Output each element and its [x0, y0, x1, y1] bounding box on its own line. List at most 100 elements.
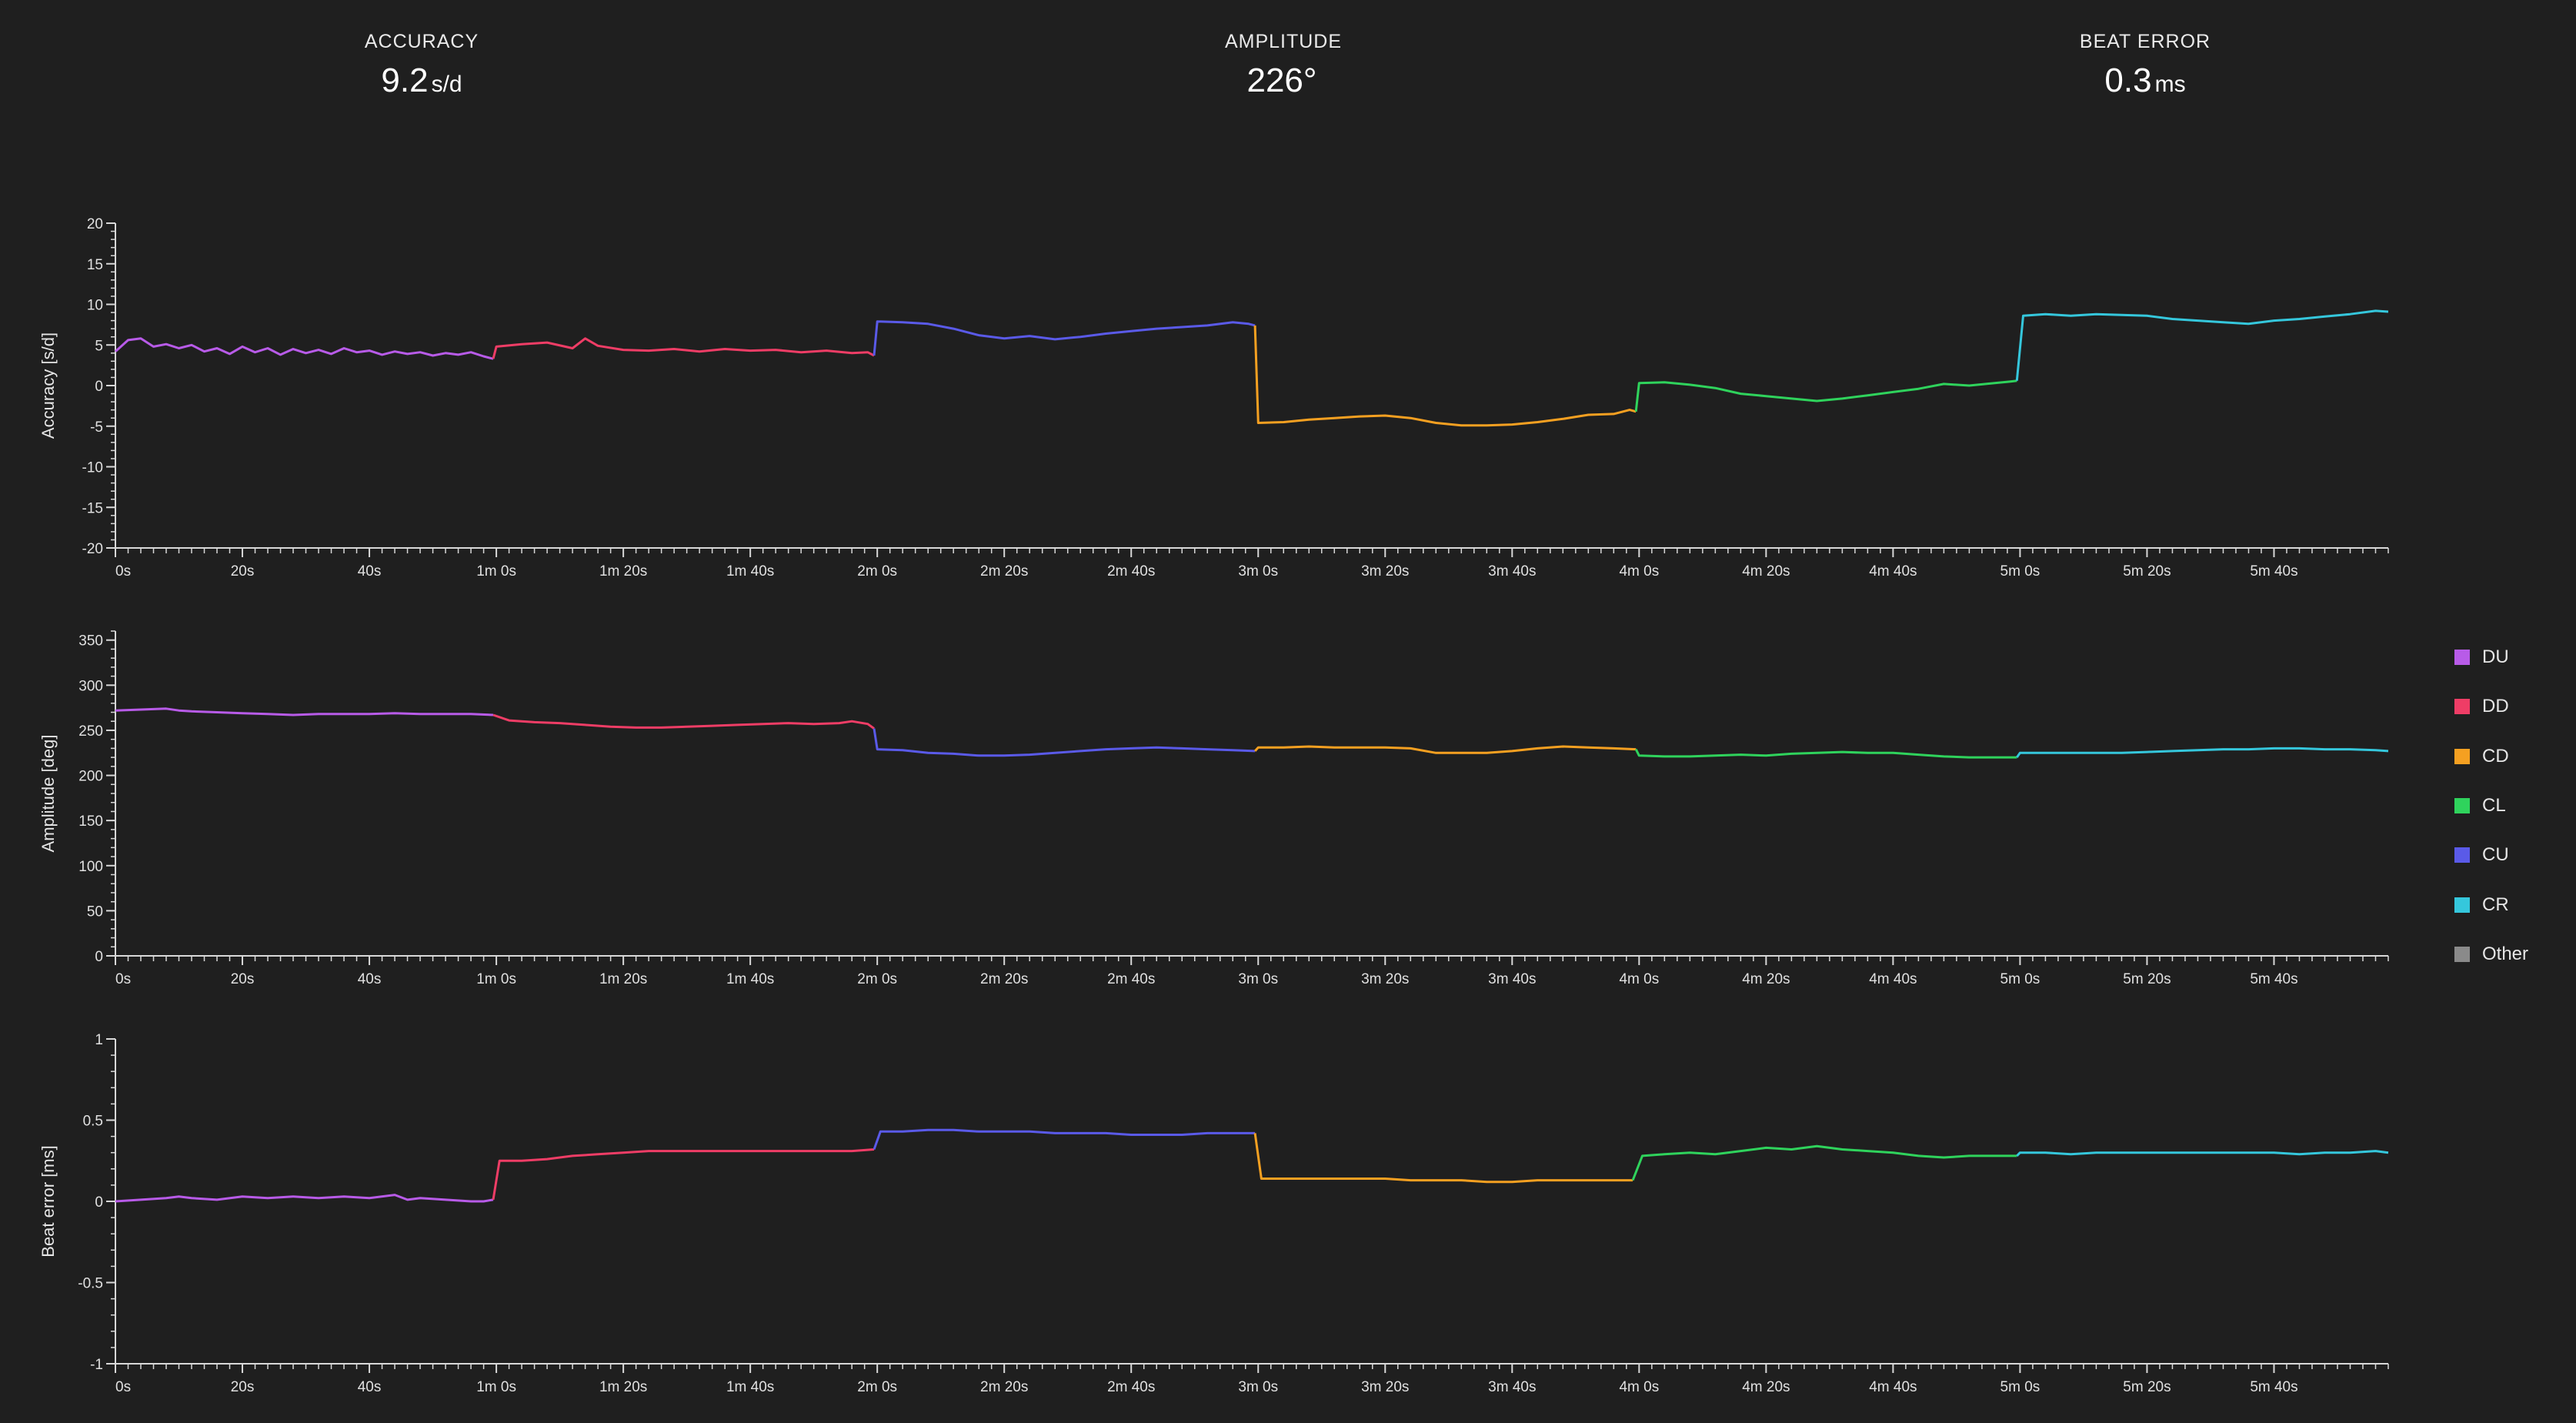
beat-error-series-cu: [873, 1128, 1256, 1151]
beat-error-x-tick-label: 2m 0s: [857, 1379, 897, 1395]
amplitude-value: 226°: [1246, 62, 1317, 99]
amplitude-y-tick-label: 50: [87, 904, 103, 920]
beat-error-x-tick-label: 2m 20s: [980, 1379, 1028, 1395]
accuracy-series-cl: [1634, 379, 2017, 412]
legend-item-dd[interactable]: DD: [2454, 682, 2528, 731]
accuracy-x-tick-label: 40s: [358, 563, 382, 580]
legend-label-cu: CU: [2482, 844, 2509, 866]
amplitude-x-tick-label: 0s: [115, 971, 131, 987]
legend-swatch-dd: [2454, 699, 2470, 715]
amplitude-x-tick-label: 4m 20s: [1742, 971, 1790, 987]
accuracy-x-tick-label: 1m 20s: [599, 563, 647, 580]
legend-item-cd[interactable]: CD: [2454, 732, 2528, 781]
amplitude-x-tick-label: 5m 20s: [2123, 971, 2171, 987]
beat-error-x-tick-label: 2m 40s: [1107, 1379, 1155, 1395]
accuracy-x-tick-label: 0s: [115, 563, 131, 580]
accuracy-x-tick-label: 2m 0s: [857, 563, 897, 580]
beat-error-y-tick-label: 1: [95, 1032, 103, 1048]
legend-swatch-cr: [2454, 897, 2470, 913]
legend-item-du[interactable]: DU: [2454, 633, 2528, 682]
legend-swatch-other: [2454, 946, 2470, 962]
amplitude-series-cl: [1634, 748, 2017, 759]
legend: DU DD CD CL CU CR Other: [2454, 633, 2528, 979]
beat-error-x-tick-label: 4m 40s: [1869, 1379, 1917, 1395]
beat-error-x-tick-label: 20s: [231, 1379, 255, 1395]
amplitude-y-tick-label: 300: [78, 678, 103, 694]
accuracy-y-tick-label: -20: [82, 541, 103, 557]
accuracy-value: 9.2: [381, 62, 429, 99]
accuracy-x-tick-label: 4m 0s: [1619, 563, 1659, 580]
beat-error-x-tick-label: 5m 40s: [2250, 1379, 2297, 1395]
amplitude-y-tick-label: 100: [78, 859, 103, 875]
legend-item-other[interactable]: Other: [2454, 930, 2528, 979]
accuracy-y-tick-label: -5: [90, 419, 103, 436]
amplitude-chart: 0 50 100 150 200 250 300 350 0s 20s 40s 1m 0s 1m 20s…: [38, 630, 2389, 987]
legend-label-cr: CR: [2482, 894, 2509, 915]
accuracy-value-row: 9.2 s/d: [268, 64, 576, 98]
legend-item-cl[interactable]: CL: [2454, 781, 2528, 830]
amplitude-label: AMPLITUDE: [1224, 31, 1343, 52]
amplitude-y-tick-label: 350: [78, 633, 103, 650]
accuracy-x-tick-label: 2m 20s: [980, 563, 1028, 580]
amplitude-y-tick-label: 250: [78, 723, 103, 740]
beat-error-x-tick-label: 1m 40s: [726, 1379, 774, 1395]
legend-label-du: DU: [2482, 646, 2509, 668]
amplitude-x-tick-label: 1m 0s: [476, 971, 516, 987]
accuracy-unit: s/d: [431, 72, 462, 97]
beat-error-x-tick-label: 4m 20s: [1742, 1379, 1790, 1395]
legend-swatch-cu: [2454, 847, 2470, 863]
beat-error-series-cd: [1253, 1133, 1633, 1184]
legend-swatch-cd: [2454, 748, 2470, 764]
amplitude-series-du: [115, 707, 494, 717]
amplitude-y-tick-label: 150: [78, 813, 103, 830]
beat-error-x-tick-label: 3m 40s: [1488, 1379, 1536, 1395]
legend-swatch-cl: [2454, 798, 2470, 814]
amplitude-series-cd: [1253, 745, 1637, 754]
amplitude-x-tick-label: 4m 40s: [1869, 971, 1917, 987]
accuracy-series-cu: [873, 320, 1256, 356]
beat-error-y-axis-label: Beat error [ms]: [38, 1145, 58, 1257]
amplitude-y-tick-label: 0: [95, 949, 103, 965]
amplitude-x-tick-label: 3m 20s: [1361, 971, 1409, 987]
legend-swatch-du: [2454, 650, 2470, 666]
accuracy-series-dd: [492, 337, 875, 359]
beat-error-x-tick-label: 4m 0s: [1619, 1379, 1659, 1395]
legend-item-cr[interactable]: CR: [2454, 880, 2528, 929]
beat-error-series-cl: [1631, 1144, 2017, 1181]
beat-error-x-tick-label: 3m 20s: [1361, 1379, 1409, 1395]
amplitude-x-tick-label: 5m 40s: [2250, 971, 2297, 987]
accuracy-x-tick-label: 5m 0s: [2000, 563, 2040, 580]
accuracy-series-cd: [1253, 325, 1637, 427]
beat-error-y-tick-label: 0.5: [83, 1114, 103, 1130]
amplitude-x-tick-label: 40s: [358, 971, 382, 987]
beat-error-y-tick-label: -1: [90, 1357, 103, 1373]
accuracy-y-tick-label: 20: [87, 216, 103, 232]
amplitude-x-tick-label: 3m 40s: [1488, 971, 1536, 987]
amplitude-series-dd: [492, 713, 875, 730]
accuracy-y-tick-label: 5: [95, 338, 103, 354]
beat-error-y-tick-label: -0.5: [78, 1276, 103, 1292]
amplitude-series-cu: [873, 728, 1256, 757]
accuracy-chart: -20 -15 -10 -5 0 5 10 15 20 0s 20s 40s 1m 0s 1m 20s 1m…: [38, 216, 2389, 580]
accuracy-y-tick-label: 0: [95, 379, 103, 395]
legend-item-cu[interactable]: CU: [2454, 830, 2528, 880]
accuracy-x-tick-label: 2m 40s: [1107, 563, 1155, 580]
legend-label-dd: DD: [2482, 696, 2509, 717]
amplitude-metric: AMPLITUDE 226°: [1130, 31, 1437, 98]
beat-error-x-tick-label: 0s: [115, 1379, 131, 1395]
accuracy-x-tick-label: 3m 40s: [1488, 563, 1536, 580]
beat-error-x-tick-label: 1m 20s: [599, 1379, 647, 1395]
amplitude-x-tick-label: 4m 0s: [1619, 971, 1659, 987]
accuracy-series-du: [114, 337, 494, 360]
accuracy-x-tick-label: 5m 20s: [2123, 563, 2171, 580]
beat-error-label: BEAT ERROR: [2079, 31, 2211, 52]
amplitude-series-cr: [2016, 747, 2389, 758]
legend-label-other: Other: [2482, 943, 2529, 964]
accuracy-x-tick-label: 4m 40s: [1869, 563, 1917, 580]
accuracy-x-tick-label: 3m 0s: [1238, 563, 1278, 580]
accuracy-y-tick-label: 15: [87, 257, 103, 273]
amplitude-x-tick-label: 20s: [231, 971, 255, 987]
amplitude-y-tick-label: 200: [78, 769, 103, 785]
legend-label-cd: CD: [2482, 745, 2509, 767]
accuracy-y-axis-label: Accuracy [s/d]: [38, 332, 58, 439]
